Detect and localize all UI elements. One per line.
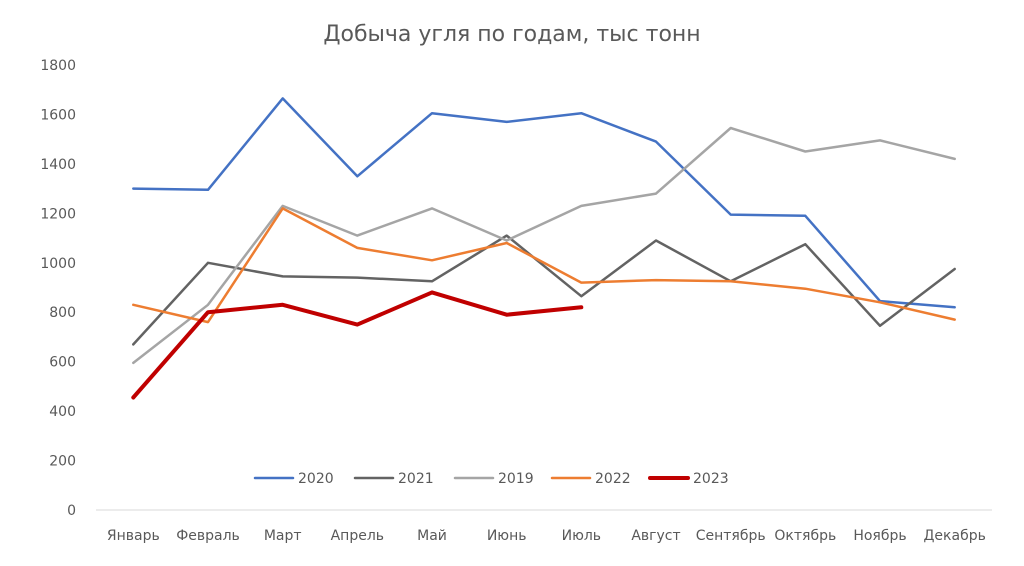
- y-tick-label: 600: [49, 355, 76, 371]
- x-tick-label: Март: [264, 528, 302, 544]
- y-tick-label: 1800: [40, 58, 76, 74]
- x-tick-label: Декабрь: [923, 528, 985, 544]
- x-tick-label: Февраль: [176, 528, 240, 544]
- x-tick-label: Январь: [107, 528, 160, 544]
- y-tick-label: 0: [67, 503, 76, 519]
- y-axis-ticks: 0 200 400 600 800 1000 1200 1400 1600 1800: [40, 58, 76, 519]
- x-tick-label: Апрель: [331, 528, 384, 544]
- y-tick-label: 1600: [40, 107, 76, 123]
- legend-label-2019: 2019: [498, 471, 534, 487]
- legend-label-2023: 2023: [693, 471, 729, 487]
- y-tick-label: 400: [49, 404, 76, 420]
- series-line-2022: [132, 207, 956, 324]
- legend: 2020 2021 2019 2022 2023: [253, 471, 729, 487]
- series-lines: [131, 97, 956, 400]
- series-line-2019: [132, 126, 956, 365]
- y-tick-label: 200: [49, 454, 76, 470]
- y-tick-label: 1000: [40, 256, 76, 272]
- legend-label-2022: 2022: [595, 471, 631, 487]
- x-tick-label: Июнь: [487, 528, 527, 544]
- x-tick-label: Октябрь: [774, 528, 836, 544]
- x-tick-label: Сентябрь: [696, 528, 766, 544]
- y-tick-label: 800: [49, 305, 76, 321]
- series-line-2021: [132, 234, 956, 346]
- x-tick-label: Август: [631, 528, 680, 544]
- y-tick-label: 1400: [40, 157, 76, 173]
- x-tick-label: Май: [417, 528, 447, 544]
- x-tick-label: Ноябрь: [853, 528, 906, 544]
- y-tick-label: 1200: [40, 206, 76, 222]
- legend-label-2021: 2021: [398, 471, 434, 487]
- x-tick-label: Июль: [562, 528, 601, 544]
- chart-title: Добыча угля по годам, тыс тонн: [323, 22, 700, 47]
- x-axis-ticks: Январь Февраль Март Апрель Май Июнь Июль Август…: [107, 528, 986, 544]
- series-line-2023: [131, 290, 584, 400]
- series-line-2020: [132, 97, 956, 309]
- legend-label-2020: 2020: [298, 471, 334, 487]
